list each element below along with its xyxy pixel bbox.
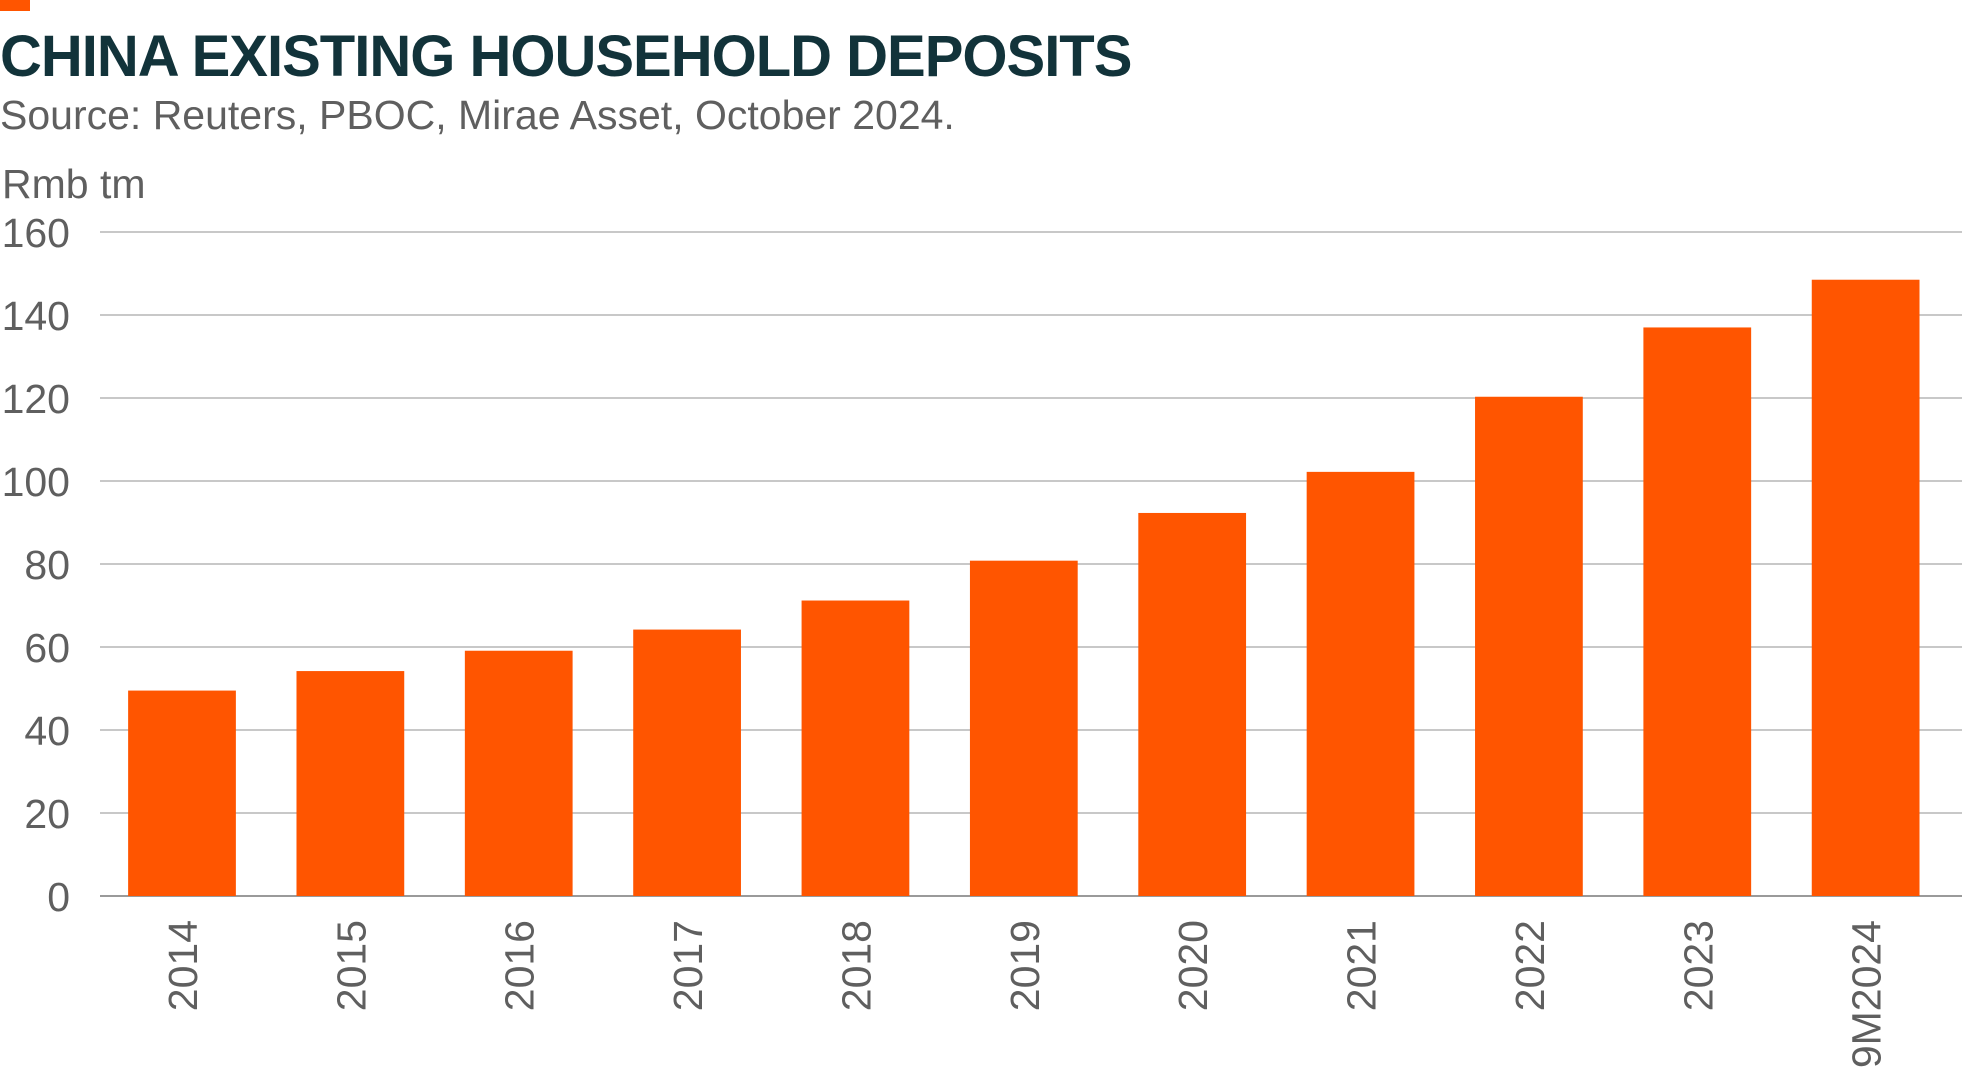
bar-2017 <box>633 629 741 896</box>
x-axis-ticks: 2014 2015 2016 2017 2018 2019 2020 2021 2022 2023… <box>160 920 1890 1068</box>
chart-source-note: Source: Reuters, PBOC, Mirae Asset, Octo… <box>0 92 955 138</box>
bar-2014 <box>128 690 236 896</box>
chart-title: CHINA EXISTING HOUSEHOLD DEPOSITS <box>0 24 1132 89</box>
bar-2021 <box>1306 471 1415 896</box>
y-tick-label: 100 <box>2 459 70 505</box>
y-tick-label: 60 <box>24 625 70 671</box>
x-tick-label: 2017 <box>665 920 711 1011</box>
x-tick-label: 9M2024 <box>1844 920 1890 1068</box>
bar-2019 <box>969 560 1078 896</box>
bars <box>128 279 1920 897</box>
bar-2016 <box>464 650 573 896</box>
y-tick-label: 80 <box>24 542 70 588</box>
x-tick-label: 2019 <box>1002 920 1048 1011</box>
bar-2022 <box>1475 396 1583 896</box>
y-tick-label: 0 <box>47 874 70 920</box>
y-tick-label: 40 <box>24 708 70 754</box>
bar-2023 <box>1643 327 1752 896</box>
title-accent-bar <box>0 0 30 11</box>
x-tick-label: 2018 <box>833 920 879 1011</box>
bar-9M2024 <box>1811 279 1920 897</box>
x-tick-label: 2015 <box>328 920 374 1011</box>
x-tick-label: 2014 <box>160 920 206 1011</box>
bar-2020 <box>1138 512 1247 896</box>
x-tick-label: 2022 <box>1507 920 1553 1011</box>
y-axis-label: Rmb tm <box>2 161 146 207</box>
bar-2015 <box>296 671 405 896</box>
x-tick-label: 2020 <box>1170 920 1216 1011</box>
x-tick-label: 2016 <box>497 920 543 1011</box>
y-tick-label: 140 <box>2 293 70 339</box>
y-tick-label: 120 <box>2 376 70 422</box>
x-tick-label: 2023 <box>1675 920 1721 1011</box>
y-axis-ticks: 0 20 40 60 80 100 120 140 160 <box>2 210 70 920</box>
y-tick-label: 160 <box>2 210 70 256</box>
bar-2018 <box>801 600 910 896</box>
x-tick-label: 2021 <box>1339 920 1385 1011</box>
y-tick-label: 20 <box>24 791 70 837</box>
